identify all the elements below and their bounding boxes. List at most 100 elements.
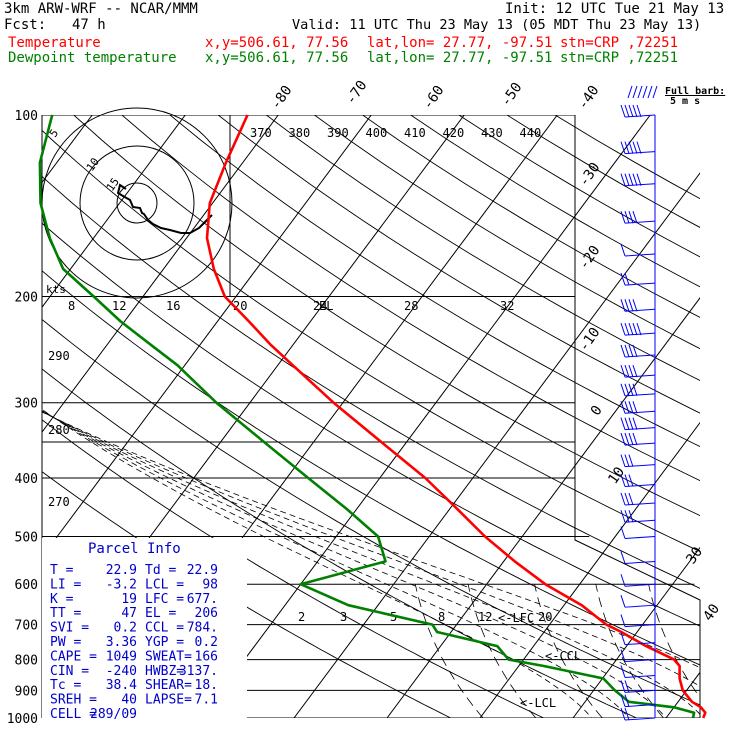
mixing-ratio-label: 12: [478, 610, 492, 624]
isotherm: [386, 297, 700, 718]
valid-time: Valid: 11 UTC Thu 23 May 13 (05 MDT Thu …: [292, 17, 702, 33]
model-title: 3km ARW-WRF -- NCAR/MMM: [4, 1, 198, 17]
parcel-info-value: 98: [202, 577, 218, 592]
moist-adiabat: [42, 411, 700, 669]
wind-barb: [620, 344, 656, 358]
dry-adiabat: [42, 129, 700, 552]
mixing-ratio-line: [715, 584, 740, 718]
hodograph-ring-label: 15: [104, 175, 122, 193]
temperature-tick-label: -70: [343, 78, 371, 108]
barb-legend-icon: [627, 85, 633, 99]
mixing-ratio-label: 8: [438, 610, 445, 624]
pressure-label: 200: [15, 291, 38, 306]
parcel-info-value: -3.2: [106, 577, 137, 592]
theta-label: 400: [366, 126, 388, 140]
moist-adiabat: [42, 410, 667, 718]
parcel-info-value: 0.2: [114, 621, 137, 636]
pressure-label: 500: [15, 530, 38, 545]
mixing-ratio-label: 2: [298, 610, 305, 624]
parcel-info-value: 3137.: [179, 664, 218, 679]
mixing-ratio-line: [467, 584, 537, 718]
parcel-info-label: K =: [50, 592, 74, 607]
moist-adiabat: [42, 408, 593, 718]
wind-barb: [620, 694, 656, 708]
mixing-ratio-label: 24: [313, 299, 327, 313]
right-boundary: [574, 115, 701, 718]
parcel-info-value: 677.: [187, 592, 218, 607]
theta-label: 390: [327, 126, 349, 140]
wind-barb: [620, 364, 656, 378]
temperature-tick-label: -30: [576, 160, 604, 190]
pressure-label: 900: [15, 684, 38, 699]
dry-adiabat: [314, 115, 700, 350]
dewpoint-profile: [38, 114, 696, 719]
parcel-info-label: SHEAR=: [145, 678, 192, 693]
pressure-label: 100: [15, 109, 38, 124]
parcel-info-value: -240: [106, 664, 137, 679]
parcel-info-label: HWBZ=: [145, 664, 184, 679]
hodograph-trace: [116, 183, 213, 234]
wind-barb: [620, 173, 656, 187]
temperature-station: stn=CRP ,72251: [560, 35, 679, 51]
parcel-info-label: CAPE =: [50, 649, 97, 664]
parcel-info-value: 38.4: [106, 678, 137, 693]
dry-adiabat: [362, 115, 700, 318]
wind-barb: [620, 104, 656, 118]
barb-legend-icon: [647, 85, 653, 99]
parcel-info-title: Parcel Info: [88, 541, 181, 557]
theta-label: 370: [250, 126, 272, 140]
parcel-info-label: Td =: [145, 563, 176, 578]
barb-legend-icon: [637, 85, 643, 99]
hodograph-ring: [116, 182, 158, 224]
parcel-info-label: LFC =: [145, 592, 184, 607]
theta-label: 380: [289, 126, 311, 140]
theta-label: 420: [443, 126, 465, 140]
wind-barb: [620, 383, 656, 397]
barb-legend-icon: [632, 85, 638, 99]
ccl-annotation: <-CCL: [545, 649, 581, 663]
mixing-ratio-label: 20: [538, 610, 552, 624]
wind-barb: [620, 665, 656, 678]
moist-adiabat: [42, 410, 700, 715]
parcel-info-value: 22.9: [106, 563, 137, 578]
temperature-profile: [205, 114, 707, 719]
dry-adiabat: [42, 419, 545, 718]
temperature-coords: x,y=506.61, 77.56: [205, 35, 349, 51]
temperature-legend: Temperature: [8, 35, 101, 51]
parcel-info-value: 18.: [195, 678, 218, 693]
isotherm: [665, 671, 700, 718]
dry-adiabat: [42, 222, 700, 627]
parcel-info-value: 22.9: [187, 563, 218, 578]
mixing-ratio-line: [595, 584, 664, 718]
parcel-info-value: 784.: [187, 621, 218, 636]
dry-adiabat: [266, 115, 700, 381]
temperature-tick-label: -20: [576, 243, 604, 273]
pressure-label: 1000: [7, 712, 38, 727]
pressure-label: 800: [15, 654, 38, 669]
mixing-ratio-label: 3: [340, 610, 347, 624]
dry-adiabat: [217, 115, 700, 414]
moist-adiabat: [42, 411, 700, 687]
hodograph-unit-label: kts: [46, 283, 66, 296]
parcel-info-label: EL =: [145, 606, 176, 621]
hodograph-ring: [79, 145, 195, 261]
pressure-label: 600: [15, 578, 38, 593]
barb-legend-icon: [652, 85, 658, 99]
parcel-info-panel: Parcel Info T = 22.9 Td = 22.9 LI = -3.2 LCL = 9…: [42, 538, 247, 722]
wind-barb: [620, 474, 656, 488]
wind-barb: [620, 417, 656, 431]
parcel-info-value: 7.1: [195, 693, 218, 708]
wind-barb: [620, 614, 656, 628]
dry-adiabat: [169, 115, 700, 448]
isotherm: [200, 115, 651, 718]
moist-adiabat: [42, 409, 630, 718]
temperature-tick-label: -60: [420, 83, 448, 113]
barb-legend-units: 5 m s: [670, 96, 700, 107]
temperature-tick-label: -80: [268, 83, 296, 113]
dry-adiabat: [42, 270, 700, 666]
el-annotation: EL: [319, 299, 333, 313]
parcel-info-value: 3.36: [106, 635, 137, 650]
lcl-annotation: <-LCL: [520, 696, 556, 710]
dewpoint-station: stn=CRP ,72251: [560, 50, 679, 66]
